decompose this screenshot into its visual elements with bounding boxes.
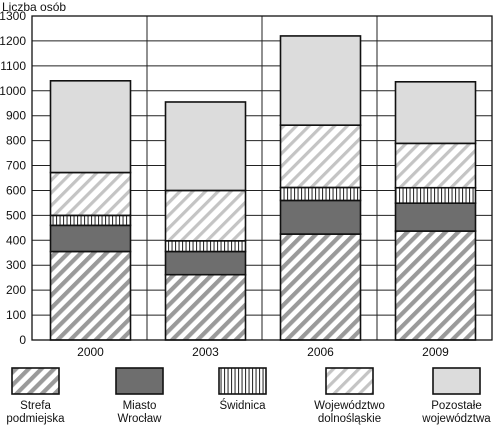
bar-segment-2006-4 [279, 35, 362, 126]
y-tick-label: 800 [6, 134, 26, 148]
legend-label: Pozostałe województwa [422, 400, 491, 425]
y-tick-label: 600 [6, 183, 26, 197]
legend-swatch-2 [218, 367, 267, 395]
legend-label: Miasto Wrocław [117, 400, 162, 425]
bar-segment-2009-4 [394, 80, 477, 145]
y-tick-label: 0 [19, 333, 26, 347]
y-tick-label: 500 [6, 208, 26, 222]
bar-segment-2003-3 [164, 189, 247, 242]
bar-segment-2003-2 [164, 240, 247, 253]
bar-segment-2009-2 [394, 186, 477, 204]
legend-swatch-1 [115, 367, 164, 395]
y-tick-label: 1300 [0, 9, 26, 23]
x-tick-label: 2006 [307, 345, 334, 359]
bar-segment-2003-0 [164, 273, 247, 341]
bar-segment-2006-0 [279, 233, 362, 341]
legend [11, 367, 481, 395]
bar-segment-2009-1 [394, 202, 477, 232]
y-axis-label: Liczba osób [2, 0, 67, 14]
legend-swatch-3 [325, 367, 374, 395]
y-tick-label: 1100 [0, 59, 26, 73]
bar-segment-2006-2 [279, 186, 362, 202]
bar-segment-2000-4 [49, 80, 132, 174]
bar-segment-2003-1 [164, 250, 247, 276]
axes: 0 100 200 300 400 500 600 700 800 900 1000 1100 1200… [0, 9, 493, 359]
x-tick-label: 2000 [77, 345, 104, 359]
legend-label: Strefa podmiejska [6, 400, 65, 425]
bar-segment-2000-0 [49, 250, 132, 341]
bar-segment-2000-3 [49, 171, 132, 217]
x-tick-label: 2003 [192, 345, 219, 359]
bar-segment-2000-2 [49, 214, 132, 227]
y-tick-label: 1000 [0, 84, 26, 98]
legend-label: Świdnica [219, 400, 266, 412]
bar-segment-2009-0 [394, 230, 477, 341]
bar-segment-2006-1 [279, 199, 362, 235]
bar-segment-2003-4 [164, 101, 247, 192]
legend-swatch-0 [11, 367, 60, 395]
bar-segment-2009-3 [394, 142, 477, 189]
bars [49, 35, 477, 341]
y-tick-label: 400 [6, 233, 26, 247]
plot-frame [31, 15, 493, 341]
y-tick-label: 900 [6, 109, 26, 123]
y-tick-label: 200 [6, 283, 26, 297]
y-tick-label: 700 [6, 159, 26, 173]
legend-label: Województwo dolnośląskie [314, 400, 385, 425]
y-tick-label: 100 [6, 308, 26, 322]
bar-segment-2006-3 [279, 124, 362, 189]
y-tick-label: 1200 [0, 34, 26, 48]
legend-swatch-4 [432, 367, 481, 395]
y-tick-label: 300 [6, 258, 26, 272]
x-tick-label: 2009 [422, 345, 449, 359]
bar-segment-2000-1 [49, 224, 132, 253]
